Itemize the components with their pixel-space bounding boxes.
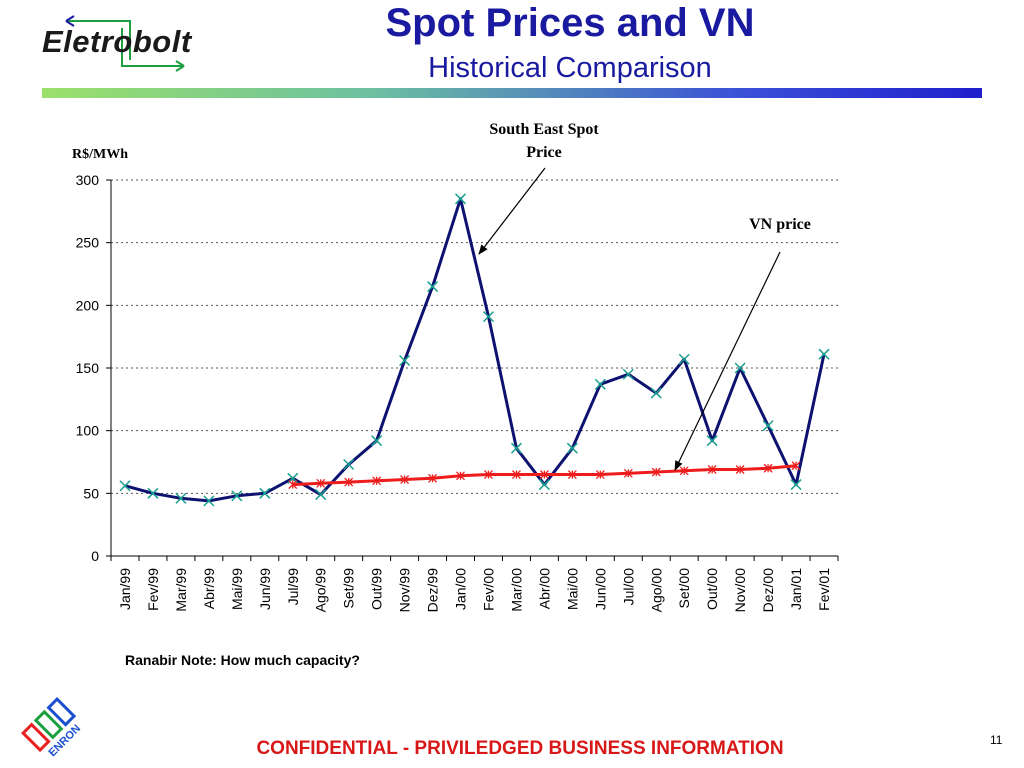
x-tick-label: Jul/99 <box>285 568 301 606</box>
x-tick-label: Jan/00 <box>453 568 469 610</box>
spot-point <box>678 353 690 365</box>
spot-point <box>734 362 746 374</box>
y-tick-label: 100 <box>76 423 100 439</box>
x-tick-label: Ago/99 <box>313 568 329 613</box>
enron-logo-icon: ENRON <box>21 697 84 760</box>
spot-point <box>427 281 439 293</box>
vn-point <box>567 470 577 479</box>
annotation-layer: South East Spot Price VN price <box>478 121 811 471</box>
spot-point <box>203 495 215 507</box>
confidential-footer: CONFIDENTIAL - PRIVILEDGED BUSINESS INFO… <box>256 738 784 759</box>
grid-layer <box>111 179 838 494</box>
spot-point <box>119 480 131 492</box>
x-tick-label: Ago/00 <box>648 568 664 613</box>
y-axis-label: R$/MWh <box>72 147 128 162</box>
x-tick-label: Out/99 <box>369 568 385 610</box>
annotation-spot-label: South East Spot <box>489 121 599 138</box>
spot-point <box>594 378 606 390</box>
vn-point <box>735 465 745 474</box>
x-tick-label: Dez/99 <box>425 568 441 613</box>
x-tick-label: Mar/99 <box>173 568 189 612</box>
spot-point <box>818 348 830 360</box>
svg-text:ENRON: ENRON <box>47 723 84 760</box>
x-tick-label: Set/99 <box>341 568 357 609</box>
vn-point <box>344 477 354 487</box>
x-tick-label: Nov/99 <box>397 568 413 613</box>
vn-point <box>372 476 382 486</box>
vn-point <box>288 480 298 490</box>
y-tick-label: 250 <box>76 235 100 251</box>
x-tick-label: Jan/01 <box>788 568 804 610</box>
spot-point <box>762 420 774 432</box>
y-tick-label: 0 <box>91 548 99 564</box>
annotation-vn-label: VN price <box>749 216 811 233</box>
x-tick-label: Abr/99 <box>201 568 217 609</box>
spot-point <box>399 354 411 367</box>
vn-point <box>763 463 773 473</box>
x-tick-label: Fev/99 <box>145 568 161 611</box>
annotation-spot-label: Price <box>526 144 562 161</box>
spot-point <box>371 435 383 447</box>
spot-point <box>147 487 159 499</box>
spot-point <box>510 442 522 454</box>
spot-point <box>622 368 634 380</box>
x-tick-label: Fev/00 <box>480 568 496 611</box>
x-tick-label: Mai/99 <box>229 568 245 610</box>
annotation-vn-arrow <box>674 251 781 471</box>
x-tick-label: Dez/00 <box>760 568 776 613</box>
page-number: 11 <box>990 733 1003 747</box>
x-tick-label: Mai/00 <box>564 568 580 610</box>
x-tick-label: Jan/99 <box>117 568 133 610</box>
x-tick-label: Jul/00 <box>620 568 636 606</box>
ranabir-note: Ranabir Note: How much capacity? <box>125 652 360 668</box>
spot-point <box>706 435 718 447</box>
vn-point <box>400 475 410 485</box>
y-tick-label: 150 <box>76 360 100 376</box>
spot-point <box>790 479 802 491</box>
spot-point <box>259 487 271 499</box>
y-tick-label: 50 <box>83 485 99 501</box>
spot-point <box>315 489 327 501</box>
x-tick-label: Nov/00 <box>732 568 748 613</box>
spot-point <box>454 193 467 205</box>
spot-point <box>482 311 495 323</box>
series-line-spot <box>124 197 826 503</box>
series-layer <box>119 193 830 507</box>
vn-point <box>595 470 605 479</box>
vn-point <box>791 461 801 471</box>
spot-point <box>566 442 578 454</box>
eletrobolt-logo-text: Eletrobolt <box>42 24 192 59</box>
vn-point <box>539 470 549 479</box>
axis-layer: 0 50 100 150 200 250 300 R$/MWh Jan/99 Fev/99 Mar/… <box>72 147 839 613</box>
page-title: Spot Prices and VN <box>385 1 755 45</box>
y-tick-label: 200 <box>76 297 100 313</box>
spot-point <box>650 387 662 399</box>
vn-point <box>511 470 521 479</box>
vn-point <box>456 471 465 481</box>
x-tick-label: Abr/00 <box>536 568 552 609</box>
vn-point <box>428 473 438 483</box>
annotation-spot-arrow <box>478 167 546 255</box>
x-tick-label: Mar/00 <box>508 568 524 612</box>
x-tick-label: Jun/00 <box>592 568 608 610</box>
vn-point <box>707 465 717 474</box>
vn-point <box>651 467 661 477</box>
vn-point <box>316 478 326 488</box>
x-tick-label: Out/00 <box>704 568 720 610</box>
page-subtitle: Historical Comparison <box>428 52 712 84</box>
header-gradient-bar <box>42 88 982 98</box>
spot-point <box>175 492 187 504</box>
spot-point <box>538 479 550 491</box>
y-tick-label: 300 <box>76 172 100 188</box>
spot-point <box>231 490 243 502</box>
vn-point <box>623 468 633 478</box>
x-tick-label: Set/00 <box>676 568 692 609</box>
x-tick-label: Fev/01 <box>816 568 832 611</box>
x-tick-label: Jun/99 <box>257 568 273 610</box>
spot-point <box>343 458 355 471</box>
eletrobolt-logo-icon <box>65 15 185 72</box>
vn-point <box>484 470 493 479</box>
